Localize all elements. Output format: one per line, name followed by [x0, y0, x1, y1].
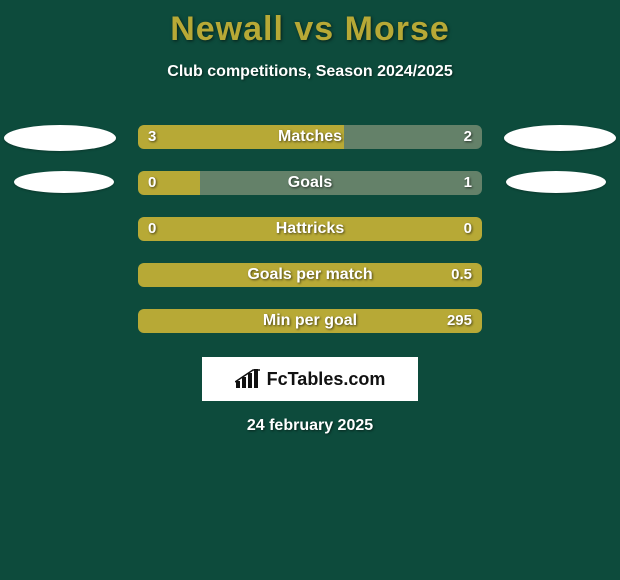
- page-title: Newall vs Morse: [0, 10, 620, 49]
- stat-bar-left: [138, 309, 482, 333]
- stat-bar: [138, 171, 482, 195]
- stat-bar-left: [138, 171, 200, 195]
- brand-box: FcTables.com: [202, 357, 418, 401]
- bar-chart-icon: [235, 369, 261, 389]
- team-badge-left: [4, 125, 116, 151]
- brand-text: FcTables.com: [267, 369, 386, 390]
- stat-bar-right: [344, 125, 482, 149]
- comparison-infographic: Newall vs Morse Club competitions, Seaso…: [0, 0, 620, 580]
- stat-row: Min per goal295: [0, 297, 620, 343]
- stat-row: Matches32: [0, 113, 620, 159]
- stat-row: Hattricks00: [0, 205, 620, 251]
- stat-bar: [138, 263, 482, 287]
- stat-row: Goals01: [0, 159, 620, 205]
- team-badge-right: [506, 171, 606, 193]
- team-badge-left: [14, 171, 114, 193]
- subtitle: Club competitions, Season 2024/2025: [0, 63, 620, 81]
- stat-bar: [138, 217, 482, 241]
- stat-bar-left: [138, 217, 482, 241]
- date-text: 24 february 2025: [0, 417, 620, 435]
- stat-bar: [138, 309, 482, 333]
- stat-rows: Matches32Goals01Hattricks00Goals per mat…: [0, 113, 620, 343]
- team-badge-right: [504, 125, 616, 151]
- stat-bar-left: [138, 263, 482, 287]
- stat-bar-right: [200, 171, 482, 195]
- stat-bar: [138, 125, 482, 149]
- stat-row: Goals per match0.5: [0, 251, 620, 297]
- stat-bar-left: [138, 125, 344, 149]
